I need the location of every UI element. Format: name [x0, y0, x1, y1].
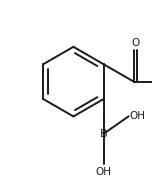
Text: OH: OH [130, 111, 146, 121]
Text: B: B [100, 129, 107, 139]
Text: O: O [132, 38, 140, 48]
Text: OH: OH [96, 167, 112, 177]
